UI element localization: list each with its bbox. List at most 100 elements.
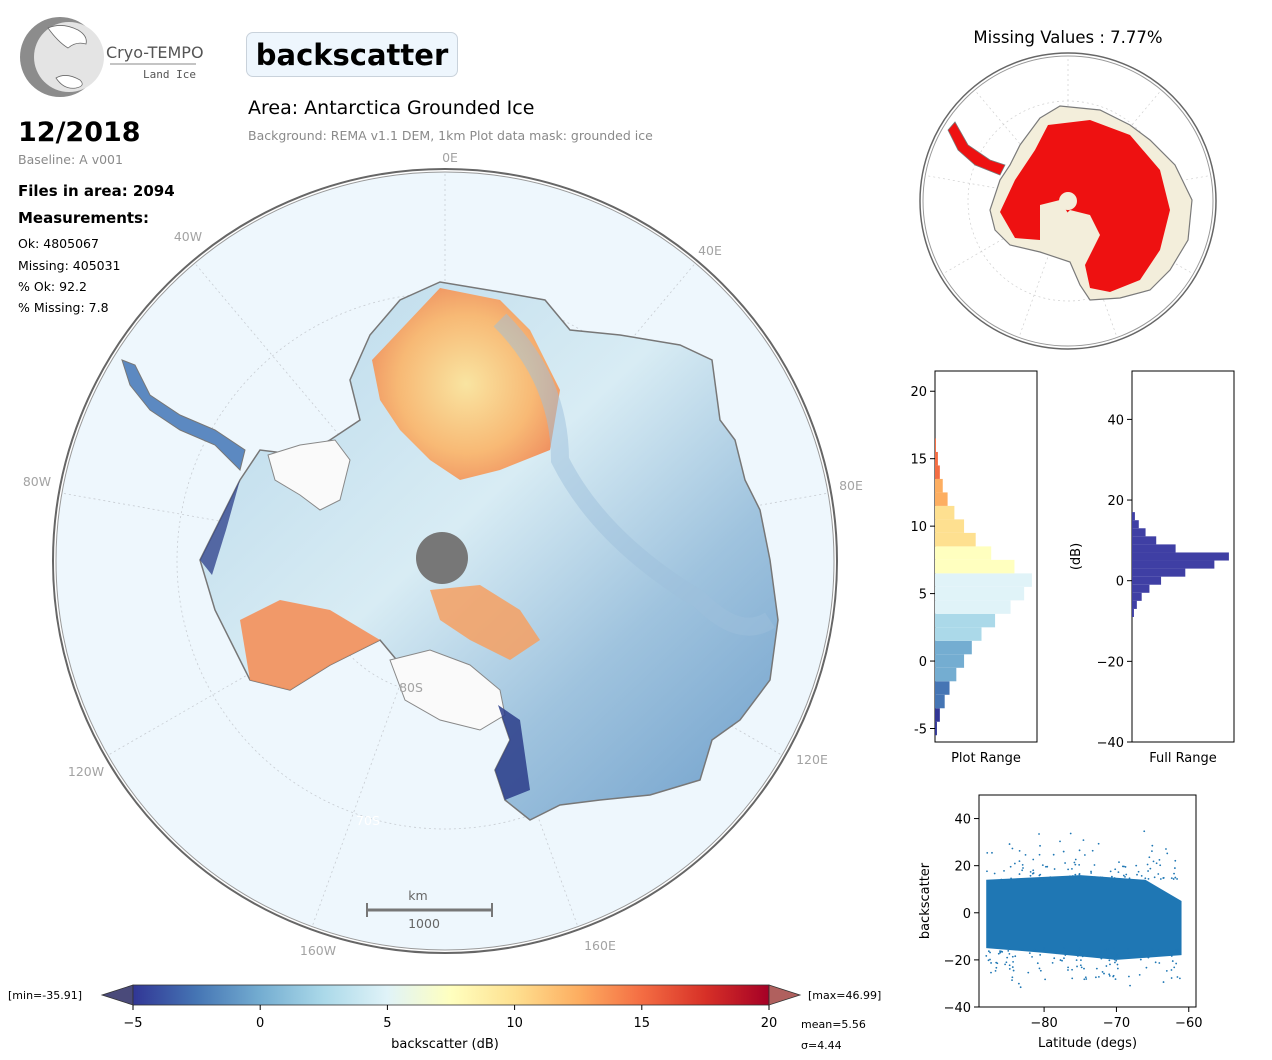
scatter-point: [1138, 973, 1141, 976]
scatter-point: [1010, 877, 1012, 880]
scatter-point: [1033, 878, 1036, 881]
plot-range-histogram: 20 15 10 5 0 -5 Plot Range: [910, 370, 1038, 766]
scatter-point: [1015, 878, 1018, 881]
scatter-point: [1008, 843, 1011, 845]
colorbar-min-label: [min=-35.91]: [8, 989, 82, 1002]
histogram-bar: [935, 721, 937, 736]
scatter-point: [1021, 948, 1024, 950]
antarctica-data-layer: [199, 281, 779, 821]
scatter-point: [1159, 954, 1161, 956]
scatter-point: [1024, 853, 1027, 856]
scatter-point: [1052, 876, 1055, 879]
scatter-point: [1004, 963, 1007, 966]
colorbar-max-extension: [768, 984, 802, 1006]
scatter-point: [1101, 876, 1104, 879]
scatter-point: [1143, 830, 1146, 833]
scatter-point: [1139, 950, 1142, 952]
scatter-point: [1024, 878, 1027, 881]
scale-bar-unit: km: [408, 888, 427, 903]
scatter-point: [1074, 863, 1077, 866]
ok-count: Ok: 4805067: [18, 236, 99, 251]
histogram-bar: [1132, 608, 1134, 617]
scatter-point: [1170, 955, 1173, 957]
scatter-point: [1032, 872, 1035, 874]
scatter-point: [1036, 962, 1039, 965]
scatter-point: [1054, 950, 1056, 953]
x-tick-label: −80: [1030, 1016, 1057, 1031]
scatter-point: [1113, 947, 1115, 950]
scatter-point: [1084, 976, 1087, 979]
scatter-point: [1170, 977, 1173, 979]
scatter-point: [1159, 878, 1162, 880]
scatter-point: [1158, 858, 1161, 861]
scatter-point: [1075, 876, 1077, 878]
histogram-bar: [935, 519, 965, 533]
scatter-point: [1049, 949, 1052, 952]
scatter-point: [1165, 848, 1167, 850]
scatter-point: [1151, 948, 1154, 951]
scatter-point-cloud: [986, 875, 1182, 960]
scatter-point: [1158, 962, 1161, 964]
scatter-point: [1008, 953, 1011, 955]
scatter-point: [1082, 839, 1085, 842]
scatter-point: [1008, 964, 1011, 967]
scatter-point: [1031, 955, 1033, 958]
y-tick-label: 0: [919, 655, 927, 670]
scatter-point: [1066, 876, 1069, 879]
scatter-point: [1122, 874, 1125, 877]
y-tick-label: 20: [954, 860, 971, 875]
scatter-point: [1171, 960, 1174, 962]
scatter-point: [1149, 867, 1152, 870]
scatter-point: [1103, 972, 1105, 975]
scatter-point: [1099, 876, 1102, 879]
logo-subname: Land Ice: [143, 68, 196, 81]
scatter-point: [1039, 969, 1042, 972]
scatter-point: [1006, 956, 1009, 959]
scatter-point: [1000, 878, 1003, 881]
histogram-bar: [935, 640, 972, 655]
scatter-point: [1009, 865, 1012, 868]
scatter-point: [1069, 877, 1072, 879]
files-in-area: Files in area: 2094: [18, 182, 175, 200]
scatter-point: [1106, 947, 1109, 950]
scatter-point: [1085, 878, 1088, 881]
lat-label-70s: 70S: [356, 813, 380, 828]
scatter-point: [1109, 963, 1111, 966]
histogram-bar: [935, 681, 950, 695]
x-axis-label: Plot Range: [951, 751, 1021, 766]
scatter-point: [1162, 981, 1165, 983]
scatter-point: [1032, 869, 1035, 872]
scatter-point: [1074, 953, 1077, 956]
scatter-point: [1018, 948, 1021, 951]
scatter-point: [1064, 954, 1067, 956]
scatter-point: [1071, 878, 1074, 880]
scatter-point: [1083, 854, 1086, 856]
scatter-point: [1039, 953, 1042, 956]
scatter-point: [1029, 870, 1032, 873]
scatter-point: [1092, 952, 1094, 955]
scatter-point: [987, 959, 990, 962]
scatter-point: [1093, 955, 1096, 958]
scatter-point: [1046, 865, 1049, 868]
pct-missing: % Missing: 7.8: [18, 300, 109, 315]
scatter-point: [1063, 957, 1065, 960]
scatter-point: [1116, 963, 1119, 966]
logo-name: Cryo-TEMPO: [106, 43, 204, 62]
scatter-point: [1165, 970, 1168, 972]
histogram-bar: [935, 600, 1011, 614]
scale-bar-value: 1000: [408, 916, 440, 931]
measurements-label: Measurements:: [18, 209, 149, 227]
scatter-point: [1049, 876, 1052, 879]
scatter-point: [1155, 862, 1158, 865]
scatter-point: [1053, 957, 1056, 960]
main-map: 0E 40E 80E 120E 160E 160W 120W 80W 40W 8…: [23, 150, 863, 958]
scatter-point: [1125, 873, 1128, 876]
scatter-point: [1128, 952, 1131, 955]
histogram-bar: [935, 654, 965, 668]
scatter-point: [986, 870, 988, 873]
scatter-point: [1153, 876, 1156, 879]
scatter-point: [1018, 873, 1021, 875]
scatter-point: [1108, 973, 1111, 976]
scatter-point: [1097, 842, 1100, 845]
